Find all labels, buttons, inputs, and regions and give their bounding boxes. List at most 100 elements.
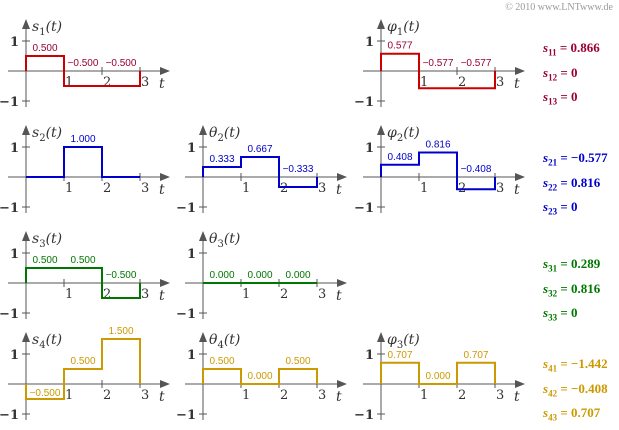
x-tick-label: 1 [65, 287, 73, 302]
x-tick-label: 3 [141, 388, 149, 403]
y-axis-arrow-icon [199, 125, 207, 135]
copyright-notice: © 2010 www.LNTwww.de [505, 2, 613, 13]
x-tick-label: 1 [242, 181, 250, 196]
coefficient-value: s31 = 0.289 [543, 256, 601, 274]
y-axis-arrow-icon [377, 125, 385, 135]
signal-trace [202, 368, 318, 385]
y-axis-arrow-icon [199, 332, 207, 342]
coefficient-group: s31 = 0.289 s32 = 0.816 s33 = 0 [543, 254, 600, 328]
y-tick-label: −1 [354, 408, 374, 423]
value-label: −0.500 [30, 388, 61, 399]
coefficient-value: s13 = 0 [543, 89, 578, 107]
y-tick-label: 1 [187, 141, 196, 156]
y-tick-label: −1 [0, 307, 19, 322]
y-tick-label: 1 [365, 348, 374, 363]
x-axis-label: t [159, 76, 165, 92]
y-tick-label: 1 [187, 348, 196, 363]
value-label: 0.577 [387, 41, 412, 52]
value-label: −0.500 [68, 58, 99, 69]
x-axis-arrow-icon [160, 173, 170, 181]
y-axis-arrow-icon [199, 231, 207, 241]
x-tick-label: 2 [103, 75, 111, 90]
plot-theta3: 1 −1 1 2 3 t θ3(t) 0.000 0.000 0.000 [176, 231, 347, 322]
y-tick-label: −1 [176, 201, 196, 216]
x-axis-label: t [159, 182, 165, 198]
y-axis-arrow-icon [377, 332, 385, 342]
value-label: 0.500 [32, 255, 57, 266]
value-label: 0.707 [387, 350, 412, 361]
value-label: 0.816 [425, 140, 450, 151]
x-axis-arrow-icon [337, 380, 347, 388]
value-label: −0.408 [461, 164, 492, 175]
value-label: 0.707 [463, 350, 488, 361]
value-label: −0.577 [461, 58, 492, 69]
plot-title: φ3(t) [387, 332, 420, 351]
coefficient-group: s41 = −1.442 s42 = −0.408 s43 = 0.707 [543, 354, 608, 428]
value-label: 0.500 [70, 255, 95, 266]
plot-title: φ1(t) [387, 19, 420, 38]
plot-title: φ2(t) [387, 125, 420, 144]
y-tick-label: 1 [10, 247, 19, 262]
y-tick-label: 1 [10, 141, 19, 156]
value-label: 0.500 [70, 356, 95, 367]
x-tick-label: 2 [458, 75, 466, 90]
value-label: −0.500 [106, 270, 137, 281]
x-tick-label: 1 [420, 388, 428, 403]
signal-trace [380, 52, 496, 90]
x-tick-label: 2 [103, 287, 111, 302]
plot-title: θ4(t) [209, 332, 240, 351]
x-axis-arrow-icon [515, 67, 525, 75]
value-label: 0.500 [285, 356, 310, 367]
x-tick-label: 2 [103, 388, 111, 403]
plot-s2: 1 −1 1 2 3 t s2(t) 1.000 [0, 125, 170, 216]
coefficient-value: s41 = −1.442 [543, 356, 608, 374]
coefficient-value: s23 = 0 [543, 199, 578, 217]
x-tick-label: 1 [65, 181, 73, 196]
plot-title: θ2(t) [209, 125, 240, 144]
x-axis-label: t [336, 182, 342, 198]
coefficient-value: s33 = 0 [543, 305, 578, 323]
y-tick-label: −1 [0, 95, 19, 110]
x-axis-label: t [514, 182, 520, 198]
plot-s1: 1 −1 1 2 3 t s1(t) 0.500 −0.500 −0.500 [0, 19, 170, 110]
value-label: 0.500 [32, 43, 57, 54]
x-tick-label: 3 [141, 75, 149, 90]
signal-trace [25, 267, 141, 299]
coefficient-value: s43 = 0.707 [543, 405, 601, 423]
x-tick-label: 1 [242, 388, 250, 403]
x-axis-arrow-icon [160, 380, 170, 388]
coefficient-group: s11 = 0.866 s12 = 0 s13 = 0 [543, 38, 600, 112]
value-label: 1.000 [70, 134, 95, 145]
x-axis-label: t [514, 76, 520, 92]
y-tick-label: −1 [176, 307, 196, 322]
value-label: 0.500 [209, 356, 234, 367]
plot-phi1: 1 −1 1 2 3 t φ1(t) 0.577 −0.577 −0.577 [354, 19, 525, 110]
x-axis-arrow-icon [337, 173, 347, 181]
plot-title: θ3(t) [209, 231, 240, 250]
plot-theta4: 1 −1 1 2 3 t θ4(t) 0.500 0.000 0.500 [176, 332, 347, 423]
value-label: 0.000 [285, 270, 310, 281]
y-tick-label: 1 [365, 35, 374, 50]
x-tick-label: 3 [318, 287, 326, 302]
y-axis-arrow-icon [22, 332, 30, 342]
plot-s3: 1 −1 1 2 3 t s3(t) 0.500 0.500 −0.500 [0, 231, 170, 322]
x-tick-label: 2 [280, 287, 288, 302]
x-axis-arrow-icon [515, 173, 525, 181]
signal-trace [26, 146, 140, 178]
coefficient-value: s42 = −0.408 [543, 380, 608, 399]
y-tick-label: 1 [10, 35, 19, 50]
plot-theta2: 1 −1 1 2 3 t θ2(t) 0.333 0.667 −0.333 [176, 125, 347, 216]
signal-trace [380, 361, 496, 385]
value-label: 0.000 [209, 270, 234, 281]
y-axis-arrow-icon [377, 19, 385, 29]
value-label: 0.408 [387, 152, 412, 163]
y-axis-arrow-icon [22, 231, 30, 241]
x-tick-label: 1 [65, 388, 73, 403]
x-axis-arrow-icon [337, 279, 347, 287]
coefficient-value: s12 = 0 [543, 64, 578, 83]
y-tick-label: −1 [354, 95, 374, 110]
coefficient-group: s21 = −0.577 s22 = 0.816 s23 = 0 [543, 148, 608, 222]
x-tick-label: 3 [496, 181, 504, 196]
